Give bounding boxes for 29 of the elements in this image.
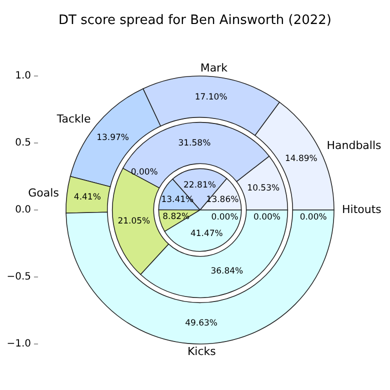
text: 0.00% — [253, 212, 281, 222]
chart-title: DT score spread for Ben Ainsworth (2022) — [58, 13, 332, 28]
data-label: 8.82% — [162, 212, 190, 222]
slice-label: Handballs — [326, 138, 382, 152]
text: −0.5 — [6, 272, 31, 283]
text: 0.00% — [211, 212, 238, 222]
data-label: 10.53% — [247, 184, 280, 194]
slice-label: Mark — [200, 62, 228, 75]
data-label: 17.10% — [194, 92, 228, 103]
data-label: 4.41% — [74, 192, 101, 202]
text: 0.5 — [15, 138, 31, 149]
data-label: 13.86% — [206, 194, 239, 205]
data-label: 41.47% — [190, 229, 223, 240]
text: −1.0 — [6, 338, 31, 350]
data-label: 36.84% — [210, 266, 244, 277]
data-label: 31.58% — [178, 138, 211, 149]
slice-label: Kicks — [187, 344, 216, 358]
data-label: 13.97% — [96, 132, 129, 143]
data-label: 22.81% — [184, 180, 216, 191]
data-label: 21.05% — [118, 216, 150, 226]
slice-label: Tackle — [56, 112, 91, 126]
text: 1.0 — [15, 70, 31, 82]
data-label: 14.89% — [284, 154, 318, 164]
text: 0.00% — [300, 212, 327, 222]
data-label: 49.63% — [185, 318, 218, 329]
slice-label: Goals — [28, 186, 60, 200]
category-label: Hitouts — [342, 203, 382, 216]
text: 0.00% — [130, 167, 158, 178]
text: 0.0 — [15, 204, 31, 216]
